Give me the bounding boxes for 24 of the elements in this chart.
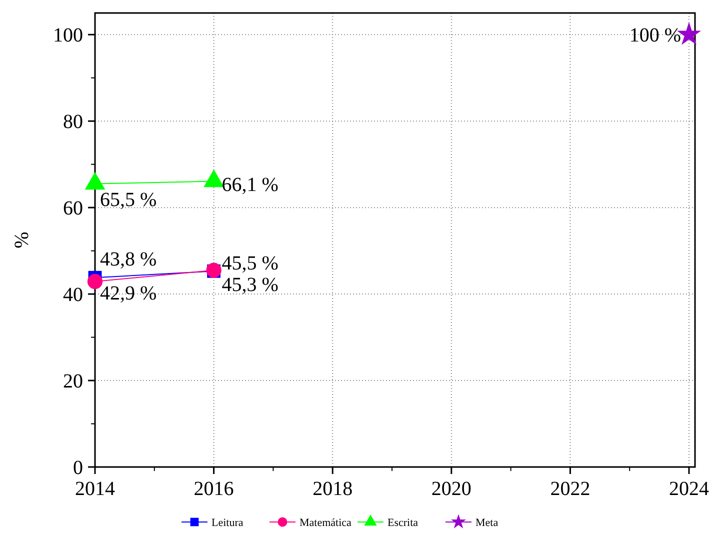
y-axis-title: % bbox=[11, 232, 33, 248]
x-tick-label: 2014 bbox=[75, 478, 115, 500]
x-tick-label: 2018 bbox=[312, 478, 353, 500]
x-tick-label: 2022 bbox=[550, 478, 590, 500]
y-tick-label: 100 bbox=[53, 24, 83, 47]
data-label: 43,8 % bbox=[100, 248, 157, 271]
y-tick-label: 80 bbox=[63, 111, 83, 134]
y-tick-label: 40 bbox=[63, 284, 83, 306]
y-tick-label: 20 bbox=[63, 370, 83, 393]
data-label: 65,5 % bbox=[100, 188, 157, 211]
data-label: 66,1 % bbox=[222, 174, 278, 196]
data-label: 45,5 % bbox=[222, 252, 278, 274]
legend-label: Escrita bbox=[388, 517, 418, 529]
data-label: 100 % bbox=[629, 24, 681, 47]
y-tick-label: 0 bbox=[73, 457, 83, 479]
legend-label: Meta bbox=[476, 517, 498, 529]
data-label: 45,3 % bbox=[222, 274, 278, 296]
legend-label: Matemática bbox=[300, 517, 352, 529]
x-tick-label: 2020 bbox=[431, 478, 472, 500]
x-tick-label: 2024 bbox=[669, 478, 709, 500]
data-label: 42,9 % bbox=[100, 282, 157, 305]
legend-label: Leitura bbox=[212, 517, 244, 529]
y-tick-label: 60 bbox=[63, 198, 83, 220]
x-tick-label: 2016 bbox=[194, 478, 234, 500]
